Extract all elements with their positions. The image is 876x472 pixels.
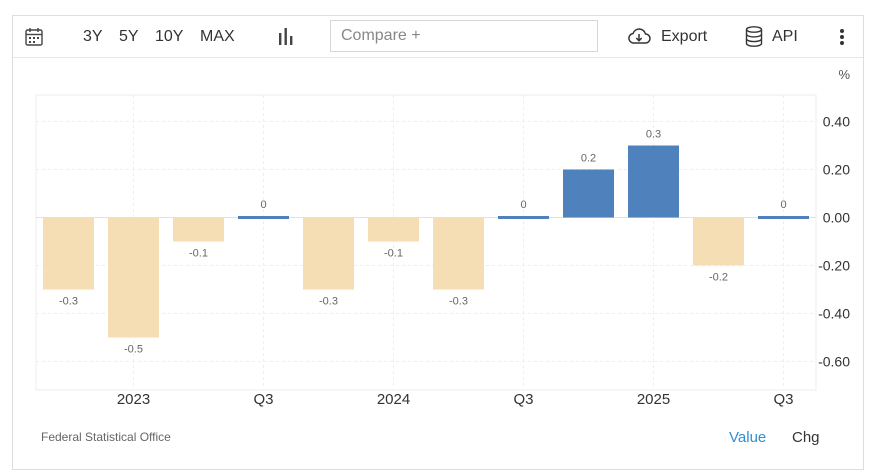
cloud-download-icon[interactable]: [627, 27, 651, 47]
data-label: -0.2: [709, 272, 728, 284]
data-label: -0.3: [59, 296, 78, 308]
x-tick-label: 2025: [637, 391, 670, 408]
y-tick-label: 0.20: [823, 162, 850, 178]
x-tick-label: Q3: [253, 391, 273, 408]
x-axis-ticks: 2023 Q3 2024 Q3 2025 Q3: [117, 391, 794, 408]
source-label: Federal Statistical Office: [41, 430, 171, 444]
data-label: 0: [780, 199, 786, 211]
bars: [43, 145, 809, 338]
unit-label: %: [838, 67, 850, 82]
bar-chart-icon[interactable]: [278, 28, 294, 45]
y-tick-label: -0.60: [818, 354, 850, 370]
period-max-button[interactable]: MAX: [200, 28, 235, 45]
bar[interactable]: [303, 217, 354, 290]
data-label: 0: [260, 199, 266, 211]
data-label: 0.3: [646, 129, 661, 141]
y-tick-label: 0.40: [823, 114, 850, 130]
bar[interactable]: [693, 217, 744, 266]
bar[interactable]: [173, 217, 224, 242]
data-label: -0.1: [189, 248, 208, 260]
data-label: -0.5: [124, 344, 143, 356]
x-tick-label: Q3: [773, 391, 793, 408]
data-label: 0.2: [581, 153, 596, 165]
x-tick-label: 2023: [117, 391, 150, 408]
bar[interactable]: [108, 217, 159, 338]
period-3y-button[interactable]: 3Y: [83, 28, 103, 45]
bar[interactable]: [433, 217, 484, 290]
bar[interactable]: [498, 216, 549, 219]
period-5y-button[interactable]: 5Y: [119, 28, 139, 45]
data-label: -0.3: [319, 296, 338, 308]
bar[interactable]: [368, 217, 419, 242]
bar[interactable]: [628, 145, 679, 218]
calendar-icon[interactable]: [25, 27, 43, 46]
bar[interactable]: [758, 216, 809, 219]
data-label: 0: [520, 199, 526, 211]
bar[interactable]: [238, 216, 289, 219]
more-vertical-icon[interactable]: [839, 28, 845, 46]
data-label: -0.1: [384, 248, 403, 260]
api-button[interactable]: API: [772, 28, 798, 45]
data-labels: -0.3 -0.5 -0.1 0 -0.3 -0.1 -0.3 0 0.2 0.3 -0.2 0: [59, 129, 787, 356]
export-button[interactable]: Export: [661, 28, 708, 45]
bar[interactable]: [563, 169, 614, 218]
bar[interactable]: [43, 217, 94, 290]
period-10y-button[interactable]: 10Y: [155, 28, 184, 45]
compare-input[interactable]: [330, 20, 598, 52]
y-tick-label: 0.00: [823, 210, 850, 226]
value-tab[interactable]: Value: [729, 429, 767, 446]
y-tick-label: -0.20: [818, 258, 850, 274]
database-icon[interactable]: [745, 26, 763, 47]
x-tick-label: 2024: [377, 391, 410, 408]
y-tick-label: -0.40: [818, 306, 850, 322]
data-label: -0.3: [449, 296, 468, 308]
grid: [35, 94, 817, 391]
y-axis-ticks: 0.40 0.20 0.00 -0.20 -0.40 -0.60: [818, 114, 850, 370]
x-tick-label: Q3: [513, 391, 533, 408]
plot-border: [35, 94, 817, 391]
chart-toolbar: 3Y 5Y 10Y MAX Export API: [13, 16, 863, 58]
chg-tab[interactable]: Chg: [792, 429, 820, 446]
